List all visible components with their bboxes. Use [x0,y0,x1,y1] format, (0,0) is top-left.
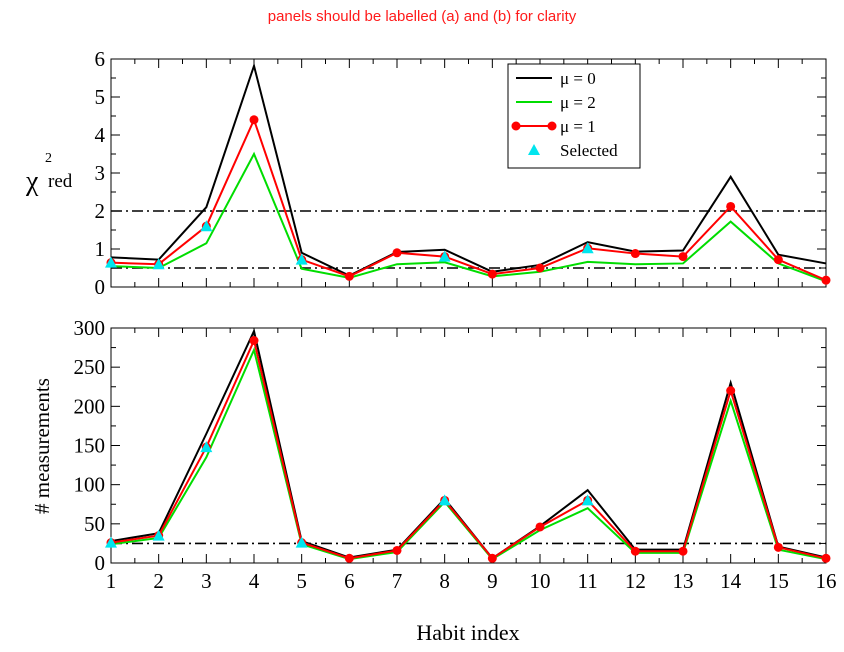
y-tick-label: 6 [95,47,106,71]
data-point-mu1 [344,271,354,281]
selected-marker [200,220,213,232]
x-tick-label: 2 [153,569,164,593]
legend-label: μ = 0 [560,69,596,88]
x-tick-label: 3 [201,569,212,593]
data-point-mu1 [535,263,545,273]
series-line-mu1 [110,337,827,560]
y-tick-label: 300 [74,316,106,340]
legend-marker-mu1 [547,121,557,131]
y-tick-label: 50 [84,512,105,536]
series-line-mu2 [110,151,827,283]
x-tick-label: 6 [344,569,355,593]
data-point-mu1 [535,522,545,532]
selected-marker [200,441,213,453]
data-point-mu1 [487,269,497,279]
x-tick-label: 12 [625,569,646,593]
x-tick-label: 16 [816,569,837,593]
legend-label: Selected [560,141,618,160]
x-tick-label: 8 [439,569,450,593]
data-point-mu1 [726,386,736,396]
data-point-mu1 [392,545,402,555]
selected-marker [438,494,451,506]
selected-marker [295,536,308,548]
data-point-mu1 [630,546,640,556]
y-axis-label-chi2-sup: 2 [45,151,52,166]
y-tick-label: 0 [95,275,106,299]
x-tick-label: 15 [768,569,789,593]
series-line-mu0 [110,62,827,277]
data-point-mu1 [678,546,688,556]
x-tick-label: 14 [720,569,742,593]
x-axis-label: Habit index [416,620,519,645]
y-axis-label-measurements: # measurements [30,378,54,514]
series-line-mu1 [110,117,827,282]
selected-marker [152,529,165,541]
selected-marker [105,536,117,548]
y-tick-label: 150 [74,434,106,458]
legend-swatch-selected [528,144,540,155]
y-tick-label: 5 [95,85,106,109]
data-point-mu1 [678,252,688,262]
y-axis-label-chi2: χ [25,166,39,197]
series-line-mu0 [110,328,827,560]
legend-box [507,63,641,169]
legend: μ = 0 μ = 2 μ = 1 Selected [507,63,641,169]
y-tick-label: 100 [74,473,106,497]
x-tick-label: 1 [106,569,117,593]
data-point-mu1 [726,201,736,211]
y-tick-label: 4 [95,123,106,147]
data-point-mu1 [821,275,831,285]
data-point-mu1 [392,248,402,258]
review-note: panels should be labelled (a) and (b) fo… [267,8,577,25]
x-tick-label: 9 [487,569,498,593]
y-tick-label: 2 [95,199,106,223]
data-point-mu1 [249,115,259,125]
data-point-mu1 [249,336,259,346]
data-point-mu1 [630,249,640,259]
y-tick-label: 1 [95,237,106,261]
y-tick-label: 3 [95,161,106,185]
y-tick-label: 250 [74,355,106,379]
selected-marker [105,256,117,268]
data-point-mu1 [344,553,354,563]
data-point-mu1 [773,542,783,552]
x-tick-label: 4 [249,569,260,593]
x-tick-label: 5 [296,569,307,593]
data-point-mu1 [487,553,497,563]
panel-chi2: 0 1 2 3 4 5 6 [95,47,831,299]
x-tick-label: 11 [578,569,598,593]
legend-marker-mu1 [511,121,521,131]
x-tick-label: 10 [530,569,551,593]
selected-marker [581,242,594,254]
selected-marker [295,253,308,265]
legend-label: μ = 1 [560,117,596,136]
x-tick-label: 7 [392,569,403,593]
x-tick-label: 13 [673,569,694,593]
data-point-mu1 [773,255,783,265]
legend-label: μ = 2 [560,93,596,112]
y-tick-label: 200 [74,394,106,418]
selected-marker [152,258,165,270]
selected-marker [438,250,451,262]
y-tick-label: 0 [95,551,106,575]
selected-marker [581,494,594,506]
data-point-mu1 [821,553,831,563]
y-axis-label-chi2-sub: red [48,171,73,192]
